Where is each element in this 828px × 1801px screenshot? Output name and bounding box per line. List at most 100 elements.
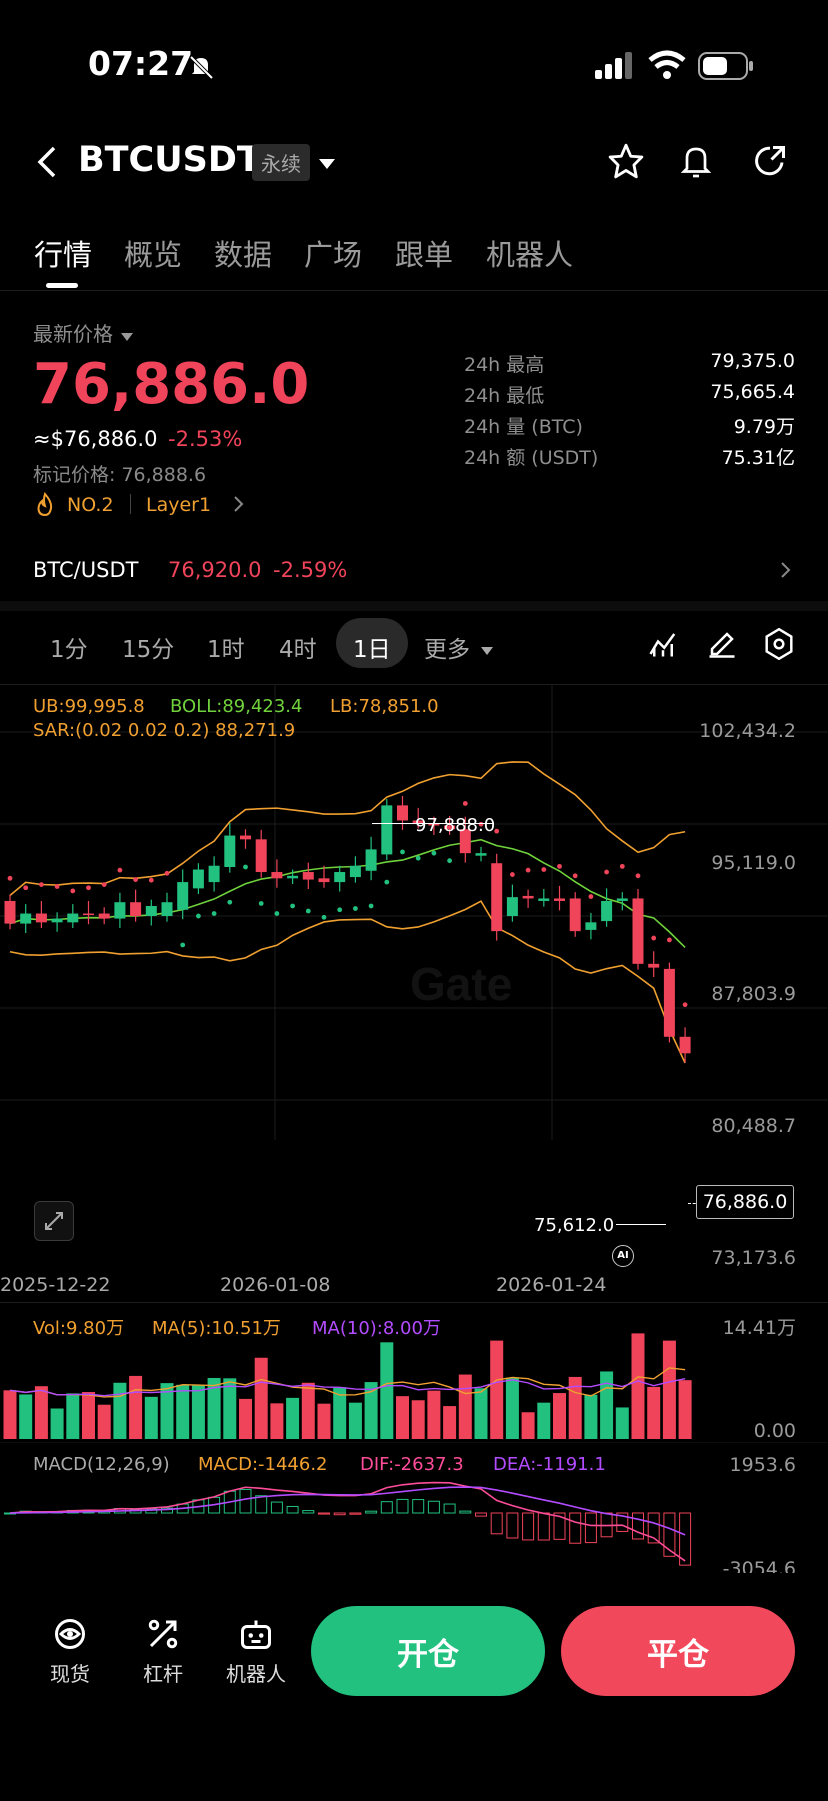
macd-histogram-bar <box>270 1501 283 1514</box>
stat-high-value: 79,375.0 <box>710 350 795 372</box>
symbol-title[interactable]: BTCUSDT <box>78 140 261 180</box>
timeframe-15m[interactable]: 15分 <box>122 637 175 663</box>
candle-body <box>412 820 424 823</box>
sar-dot <box>368 903 374 909</box>
volume-bar <box>600 1371 614 1439</box>
volume-bar <box>301 1382 315 1439</box>
alert-bell-icon[interactable] <box>678 142 714 184</box>
sar-dot <box>431 850 437 856</box>
sar-dot <box>353 906 358 911</box>
star-icon[interactable] <box>607 142 645 184</box>
sar-dot <box>196 913 201 919</box>
volume-ma5-line <box>9 1367 686 1398</box>
rank-badge[interactable]: NO.2 <box>67 494 114 516</box>
nav-spot-label[interactable]: 现货 <box>50 1662 90 1686</box>
spot-price[interactable]: 76,920.0 <box>168 558 262 582</box>
volume-bar <box>254 1357 268 1439</box>
macd-histogram-bar <box>569 1512 582 1544</box>
chevron-right-icon[interactable] <box>780 561 792 583</box>
sar-dot <box>101 882 107 888</box>
date-axis-label: 2026-01-24 <box>496 1274 607 1296</box>
tab-square[interactable]: 广场 <box>304 238 363 272</box>
candle-body <box>161 902 173 917</box>
candle-body <box>475 853 487 856</box>
candle-body <box>271 872 283 879</box>
low-marker-line <box>616 1224 666 1225</box>
close-position-button[interactable]: 平仓 <box>561 1606 795 1696</box>
volume-bar <box>568 1376 582 1439</box>
expand-icon <box>45 1212 63 1230</box>
contract-type-badge: 永续 <box>252 144 310 181</box>
candlestick-chart[interactable]: Gate <box>0 685 828 1140</box>
tab-copy-trading[interactable]: 跟单 <box>395 238 454 272</box>
chart-settings-icon[interactable] <box>764 627 794 664</box>
volume-axis-min: 0.00 <box>753 1420 796 1442</box>
candle-body <box>428 822 440 826</box>
candle-body <box>98 913 110 919</box>
candle-body <box>255 839 267 873</box>
candle-body <box>663 968 675 1037</box>
tab-market[interactable]: 行情 <box>34 238 93 272</box>
macd-histogram-bar <box>553 1512 566 1540</box>
macd-histogram-bar <box>663 1512 676 1557</box>
macd-dif: DIF:-2637.3 <box>360 1454 464 1475</box>
volume-bar <box>348 1402 362 1439</box>
tab-data[interactable]: 数据 <box>214 238 273 272</box>
chevron-right-icon[interactable] <box>233 495 245 517</box>
candle-body <box>240 835 251 840</box>
candle-body <box>506 897 518 917</box>
timeframe-1h[interactable]: 1时 <box>207 637 245 663</box>
date-axis-label: 2026-01-08 <box>220 1274 331 1296</box>
symbol-dropdown-icon[interactable] <box>318 155 336 174</box>
boll-indicator: BOLL:89,423.4 <box>170 696 303 717</box>
macd-histogram-bar <box>647 1512 660 1544</box>
volume-bar <box>129 1375 143 1439</box>
expand-chart-button[interactable] <box>34 1201 74 1241</box>
ai-badge[interactable]: AI <box>612 1245 634 1267</box>
indicator-icon[interactable] <box>648 629 678 663</box>
candle-body <box>491 863 503 932</box>
open-position-button[interactable]: 开仓 <box>311 1606 545 1696</box>
price-axis-label: 95,119.0 <box>711 852 796 874</box>
volume-bar <box>34 1386 48 1439</box>
macd-histogram-bar <box>522 1512 535 1541</box>
category-tag[interactable]: Layer1 <box>146 494 212 516</box>
volume-bar <box>160 1383 174 1439</box>
nav-leverage-label[interactable]: 杠杆 <box>143 1662 183 1686</box>
spot-pair[interactable]: BTC/USDT <box>33 558 139 582</box>
price-axis-label: 80,488.7 <box>711 1115 796 1137</box>
more-dropdown-icon[interactable] <box>481 640 493 659</box>
timeframe-4h[interactable]: 4时 <box>279 637 317 663</box>
share-icon[interactable] <box>752 142 788 184</box>
last-price-label[interactable]: 最新价格 <box>33 322 113 346</box>
sar-dot <box>572 873 578 879</box>
macd-histogram-bar <box>537 1512 550 1541</box>
timeframe-1d[interactable]: 1日 <box>353 637 391 663</box>
candle-body <box>145 905 157 917</box>
volume-bar <box>678 1380 692 1439</box>
tab-bots[interactable]: 机器人 <box>486 238 574 272</box>
timeframe-1m[interactable]: 1分 <box>50 637 88 663</box>
robot-icon[interactable] <box>238 1616 274 1656</box>
price-type-dropdown-icon[interactable] <box>120 327 134 346</box>
sar-dot <box>258 901 264 906</box>
timeframe-more[interactable]: 更多 <box>424 637 470 663</box>
volume-bar <box>553 1393 566 1439</box>
candle-body <box>192 869 204 889</box>
section-gap <box>0 601 828 611</box>
volume-bar <box>191 1384 205 1439</box>
stat-turnover-value: 75.31亿 <box>721 447 795 469</box>
sar-dot <box>400 849 405 855</box>
back-icon[interactable] <box>34 144 58 184</box>
volume-bar <box>443 1406 457 1439</box>
sar-dot <box>384 879 390 885</box>
divider <box>130 494 131 514</box>
nav-bots-label[interactable]: 机器人 <box>226 1662 286 1686</box>
spot-change[interactable]: -2.59% <box>273 558 348 582</box>
draw-tool-icon[interactable] <box>707 629 737 663</box>
macd-histogram-bar <box>380 1501 393 1514</box>
tab-overview[interactable]: 概览 <box>124 238 183 272</box>
leverage-icon[interactable] <box>145 1616 181 1656</box>
spot-icon[interactable] <box>52 1616 88 1656</box>
volume-bar <box>333 1387 347 1439</box>
